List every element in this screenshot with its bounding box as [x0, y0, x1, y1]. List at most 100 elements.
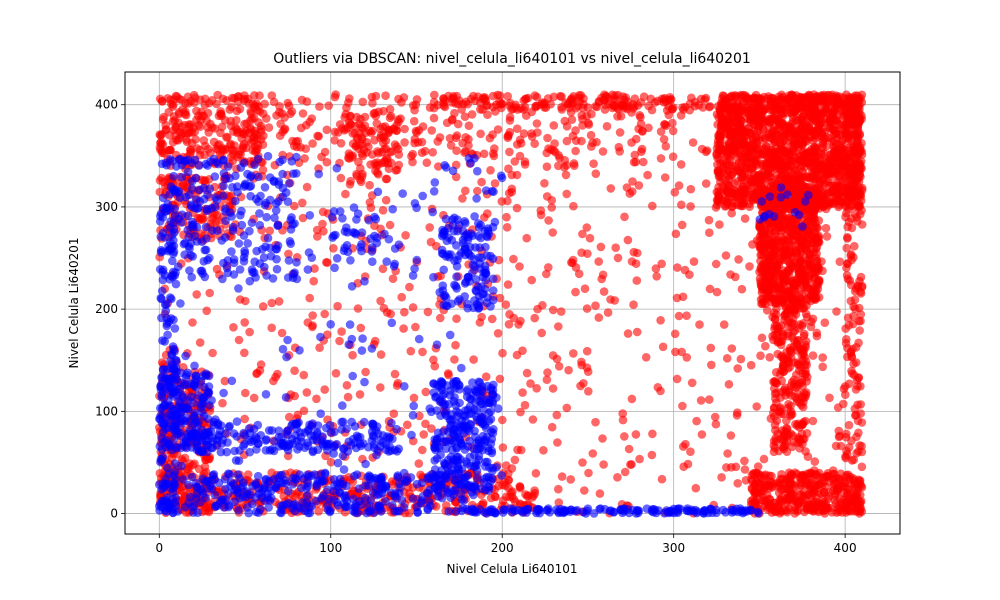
data-point [418, 347, 427, 357]
data-point [505, 492, 514, 502]
data-point [797, 242, 806, 252]
data-point [414, 459, 424, 468]
data-point [422, 158, 432, 167]
data-point [547, 422, 557, 432]
data-point [490, 179, 500, 188]
data-point [436, 313, 445, 323]
data-point [854, 166, 864, 175]
data-point [544, 216, 553, 225]
data-point [331, 369, 341, 378]
data-point [648, 429, 657, 439]
data-point [724, 166, 733, 176]
data-point [752, 477, 761, 486]
data-point [802, 377, 811, 386]
data-point [857, 462, 867, 472]
data-point [604, 99, 613, 108]
data-point [300, 154, 309, 163]
data-point [856, 189, 865, 198]
data-point [502, 223, 512, 232]
data-point [812, 125, 822, 135]
data-point [489, 151, 499, 161]
data-point [820, 92, 829, 102]
data-point [528, 415, 538, 424]
data-point [797, 128, 807, 138]
data-point [822, 142, 831, 151]
data-point [241, 388, 250, 398]
data-point [804, 111, 813, 120]
data-point [766, 254, 776, 263]
data-point [554, 362, 564, 371]
data-point [207, 214, 217, 223]
data-point [776, 119, 786, 128]
data-point [705, 102, 714, 112]
data-point [789, 382, 799, 392]
data-point [775, 478, 785, 488]
data-point [338, 124, 347, 133]
data-point [569, 349, 578, 358]
data-point [835, 257, 845, 267]
data-point [716, 144, 726, 153]
data-point [711, 203, 721, 212]
data-point [775, 288, 785, 298]
data-point [756, 351, 765, 361]
data-point [335, 336, 344, 346]
data-point [569, 201, 578, 211]
data-point [504, 130, 513, 140]
data-point [782, 423, 791, 433]
data-point [451, 340, 460, 350]
data-point [820, 318, 830, 328]
data-point [197, 111, 207, 121]
data-point [305, 293, 315, 303]
data-point [557, 472, 567, 481]
data-point [712, 110, 722, 119]
data-point [847, 129, 856, 138]
data-point [221, 145, 230, 155]
data-point [753, 127, 762, 136]
data-point [425, 223, 435, 232]
data-point [532, 119, 542, 128]
data-point [548, 305, 558, 315]
data-point [490, 144, 499, 153]
data-point [298, 198, 307, 208]
data-point [284, 101, 294, 111]
data-point [768, 148, 777, 158]
data-point [770, 236, 779, 245]
data-point [274, 297, 284, 306]
data-point [689, 257, 699, 266]
data-point [843, 121, 852, 130]
data-point [795, 482, 804, 492]
data-point [303, 318, 313, 327]
data-point [827, 158, 837, 167]
data-point [818, 353, 827, 362]
data-point [696, 396, 706, 405]
data-point [594, 313, 604, 322]
data-point [856, 316, 865, 326]
data-point [493, 125, 503, 134]
data-point [449, 93, 458, 103]
data-point [260, 99, 269, 109]
data-point [596, 242, 606, 252]
data-point [157, 96, 167, 106]
data-point [842, 335, 851, 344]
data-point [427, 126, 437, 135]
data-point [639, 157, 648, 167]
data-point [825, 133, 835, 143]
data-point [548, 384, 558, 393]
data-point [342, 381, 352, 390]
data-point [841, 155, 851, 165]
data-point [599, 460, 608, 469]
data-point [721, 196, 731, 205]
data-point [832, 307, 841, 316]
data-point [821, 204, 831, 214]
data-point [341, 189, 350, 199]
data-point [562, 403, 572, 413]
data-point [582, 304, 592, 313]
data-point [495, 374, 505, 384]
data-point [298, 109, 308, 118]
data-point [676, 160, 686, 169]
data-point [333, 301, 342, 311]
data-point [599, 287, 609, 296]
data-point [849, 146, 859, 155]
data-point [849, 359, 858, 369]
data-point [220, 116, 230, 125]
